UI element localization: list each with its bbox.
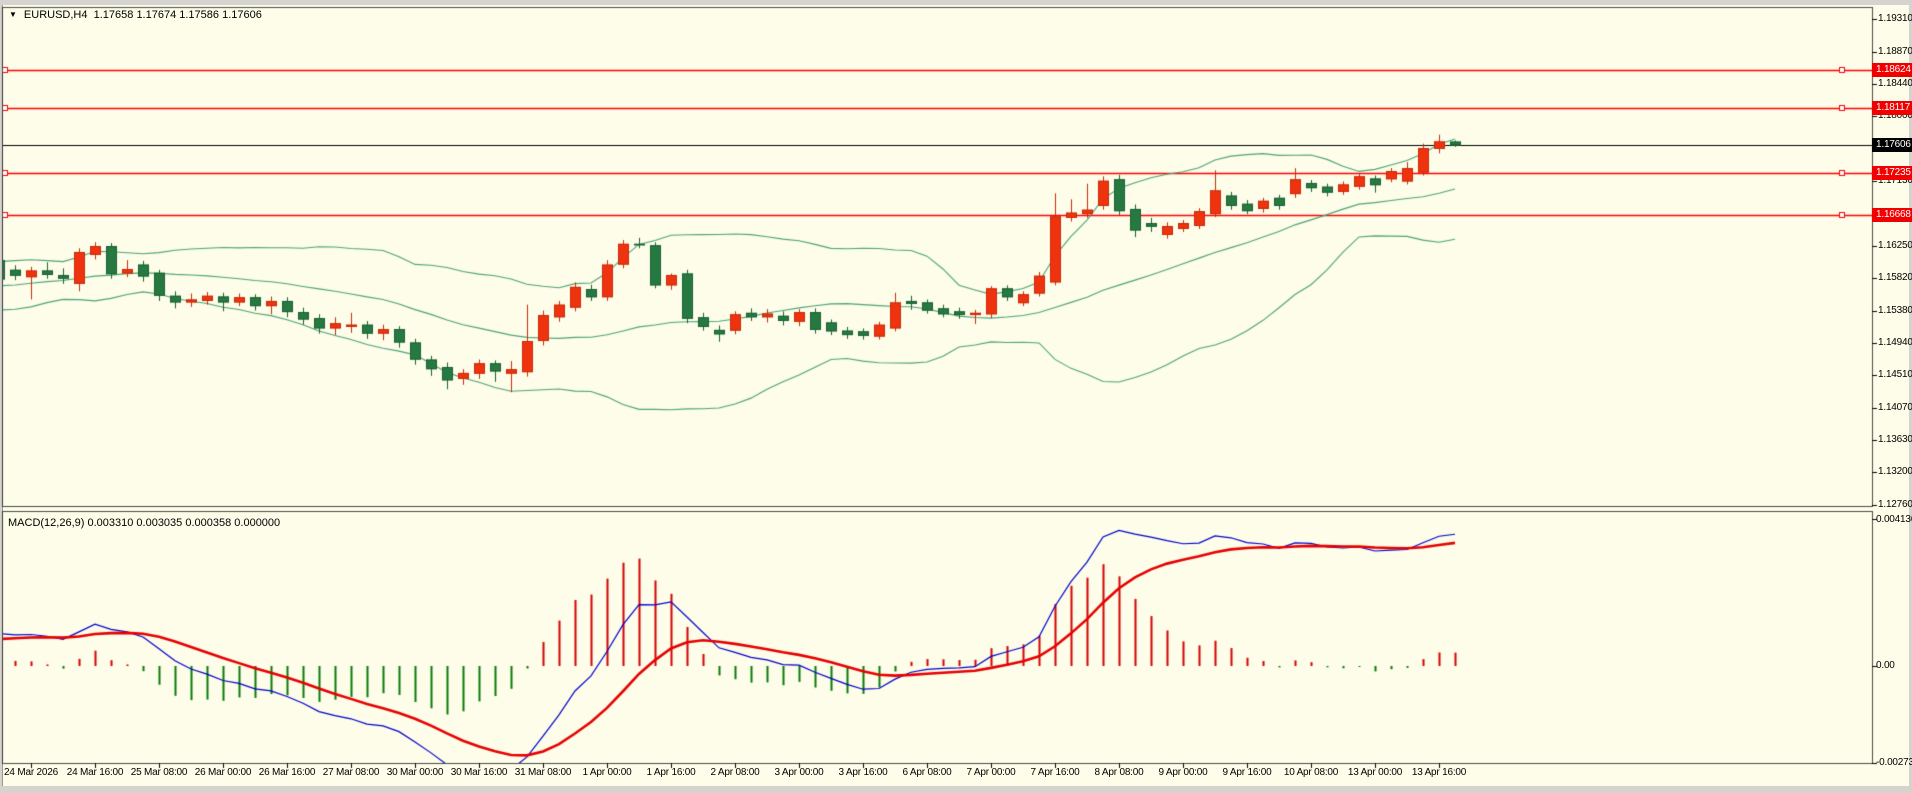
time-axis-label: 31 Mar 08:00 <box>514 767 572 778</box>
time-axis-label: 3 Apr 16:00 <box>838 767 888 778</box>
price-badge-resistance-2: 1.18117 <box>1872 100 1912 115</box>
price-axis-label: 1.13200 <box>1878 466 1912 478</box>
price-axis-label: 1.18000 <box>1878 110 1912 122</box>
price-badge-resistance-1: 1.18624 <box>1872 62 1912 77</box>
price-badge-support-2: 1.16668 <box>1872 208 1912 223</box>
macd-indicator-label: MACD(12,26,9) 0.003310 0.003035 0.000358… <box>8 517 281 529</box>
time-axis-label: 6 Apr 08:00 <box>902 767 952 778</box>
ohlc-quote-text: 1.17658 1.17674 1.17586 1.17606 <box>93 9 262 21</box>
macd-axis-label: -0.00273 <box>1876 756 1912 768</box>
macd-axis-label: 0.00 <box>1876 660 1895 671</box>
chart-menu-icon[interactable]: ▼ <box>9 10 17 19</box>
symbol-timeframe-label: EURUSD,H4 <box>23 9 88 21</box>
price-axis-label: 1.18440 <box>1878 77 1912 89</box>
price-axis-label: 1.16250 <box>1878 240 1912 252</box>
price-axis-label: 1.17130 <box>1878 174 1912 186</box>
time-axis-label: 8 Apr 08:00 <box>1094 767 1144 778</box>
price-axis-label: 1.14940 <box>1878 337 1912 349</box>
time-axis-label: 24 Mar 2026 <box>4 767 58 778</box>
time-axis-label: 7 Apr 16:00 <box>1030 767 1080 778</box>
time-axis-label: 24 Mar 16:00 <box>66 767 124 778</box>
time-axis-label: 13 Apr 16:00 <box>1411 767 1467 778</box>
price-axis-label: 1.18870 <box>1878 45 1912 57</box>
time-axis-label: 30 Mar 00:00 <box>386 767 444 778</box>
time-axis-label: 25 Mar 08:00 <box>130 767 188 778</box>
time-axis-label: 1 Apr 16:00 <box>646 767 696 778</box>
time-axis-label: 26 Mar 16:00 <box>258 767 316 778</box>
time-axis-label: 9 Apr 00:00 <box>1158 767 1208 778</box>
price-axis-label: 1.14510 <box>1878 369 1912 381</box>
time-axis-label: 27 Mar 08:00 <box>322 767 380 778</box>
price-badge-support-1: 1.17235 <box>1872 165 1912 180</box>
macd-axis-label: 0.004136 <box>1876 514 1912 525</box>
time-axis-label: 7 Apr 00:00 <box>966 767 1016 778</box>
time-axis-label: 26 Mar 00:00 <box>194 767 252 778</box>
price-axis-label: 1.13630 <box>1878 434 1912 446</box>
chart-title: ▼ EURUSD,H4 1.17658 1.17674 1.17586 1.176… <box>9 9 262 21</box>
price-axis-label: 1.15820 <box>1878 271 1912 283</box>
time-axis-label: 30 Mar 16:00 <box>450 767 508 778</box>
time-axis-label: 13 Apr 00:00 <box>1347 767 1403 778</box>
price-axis-label: 1.12760 <box>1878 499 1912 510</box>
price-axis-label: 1.14070 <box>1878 401 1912 413</box>
time-axis-label: 3 Apr 00:00 <box>774 767 824 778</box>
time-axis-label: 9 Apr 16:00 <box>1222 767 1272 778</box>
time-axis-label: 10 Apr 08:00 <box>1283 767 1339 778</box>
current-price-badge: 1.17606 <box>1872 138 1912 153</box>
price-axis-label: 1.15380 <box>1878 304 1912 316</box>
time-axis-label: 1 Apr 00:00 <box>582 767 632 778</box>
time-axis-label: 2 Apr 08:00 <box>710 767 760 778</box>
price-axis-label: 1.19310 <box>1878 13 1912 24</box>
